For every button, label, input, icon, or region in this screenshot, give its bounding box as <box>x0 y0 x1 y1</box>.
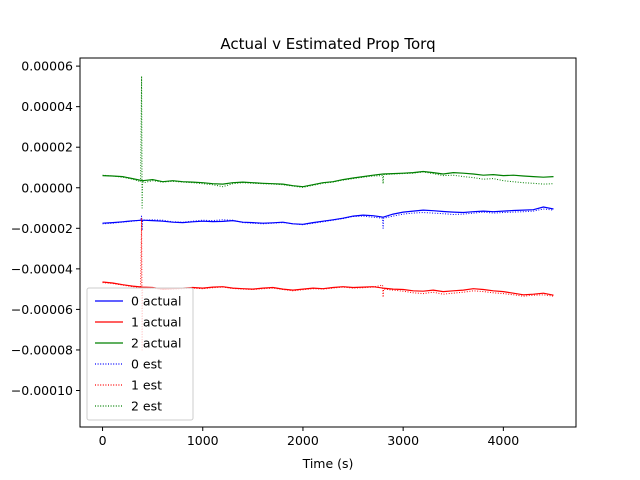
chart-title: Actual v Estimated Prop Torq <box>220 35 435 53</box>
y-axis: 0.00006 0.00004 0.00002 0.00000 −0.00002 −0.0… <box>11 59 80 398</box>
y-tick-label: 0.00002 <box>21 140 73 155</box>
x-axis: 0 1000 2000 3000 4000 <box>99 427 519 448</box>
y-tick-label: −0.00008 <box>11 342 73 357</box>
legend-label: 0 est <box>131 357 162 372</box>
x-tick-label: 1000 <box>187 433 219 448</box>
y-tick-label: 0.00006 <box>21 59 73 74</box>
legend-label: 1 actual <box>131 315 181 330</box>
legend: 0 actual 1 actual 2 actual 0 est 1 est 2 est <box>86 287 194 421</box>
x-tick-label: 4000 <box>487 433 519 448</box>
legend-label: 1 est <box>131 378 162 393</box>
legend-label: 2 est <box>131 399 162 414</box>
y-tick-label: −0.00006 <box>11 302 73 317</box>
x-axis-label: Time (s) <box>302 456 354 471</box>
series-line-0-est <box>102 208 554 231</box>
y-tick-label: 0.00000 <box>21 180 73 195</box>
legend-box <box>86 287 194 421</box>
legend-label: 0 actual <box>131 294 181 309</box>
x-tick-label: 3000 <box>387 433 419 448</box>
series-line-2-est <box>102 75 554 209</box>
legend-label: 2 actual <box>131 336 181 351</box>
y-tick-label: 0.00004 <box>21 99 73 114</box>
x-tick-label: 0 <box>99 433 107 448</box>
x-tick-label: 2000 <box>287 433 319 448</box>
y-tick-label: −0.00004 <box>11 261 73 276</box>
y-tick-label: −0.00010 <box>11 383 73 398</box>
y-tick-label: −0.00002 <box>11 221 73 236</box>
plot-frame <box>79 57 577 428</box>
